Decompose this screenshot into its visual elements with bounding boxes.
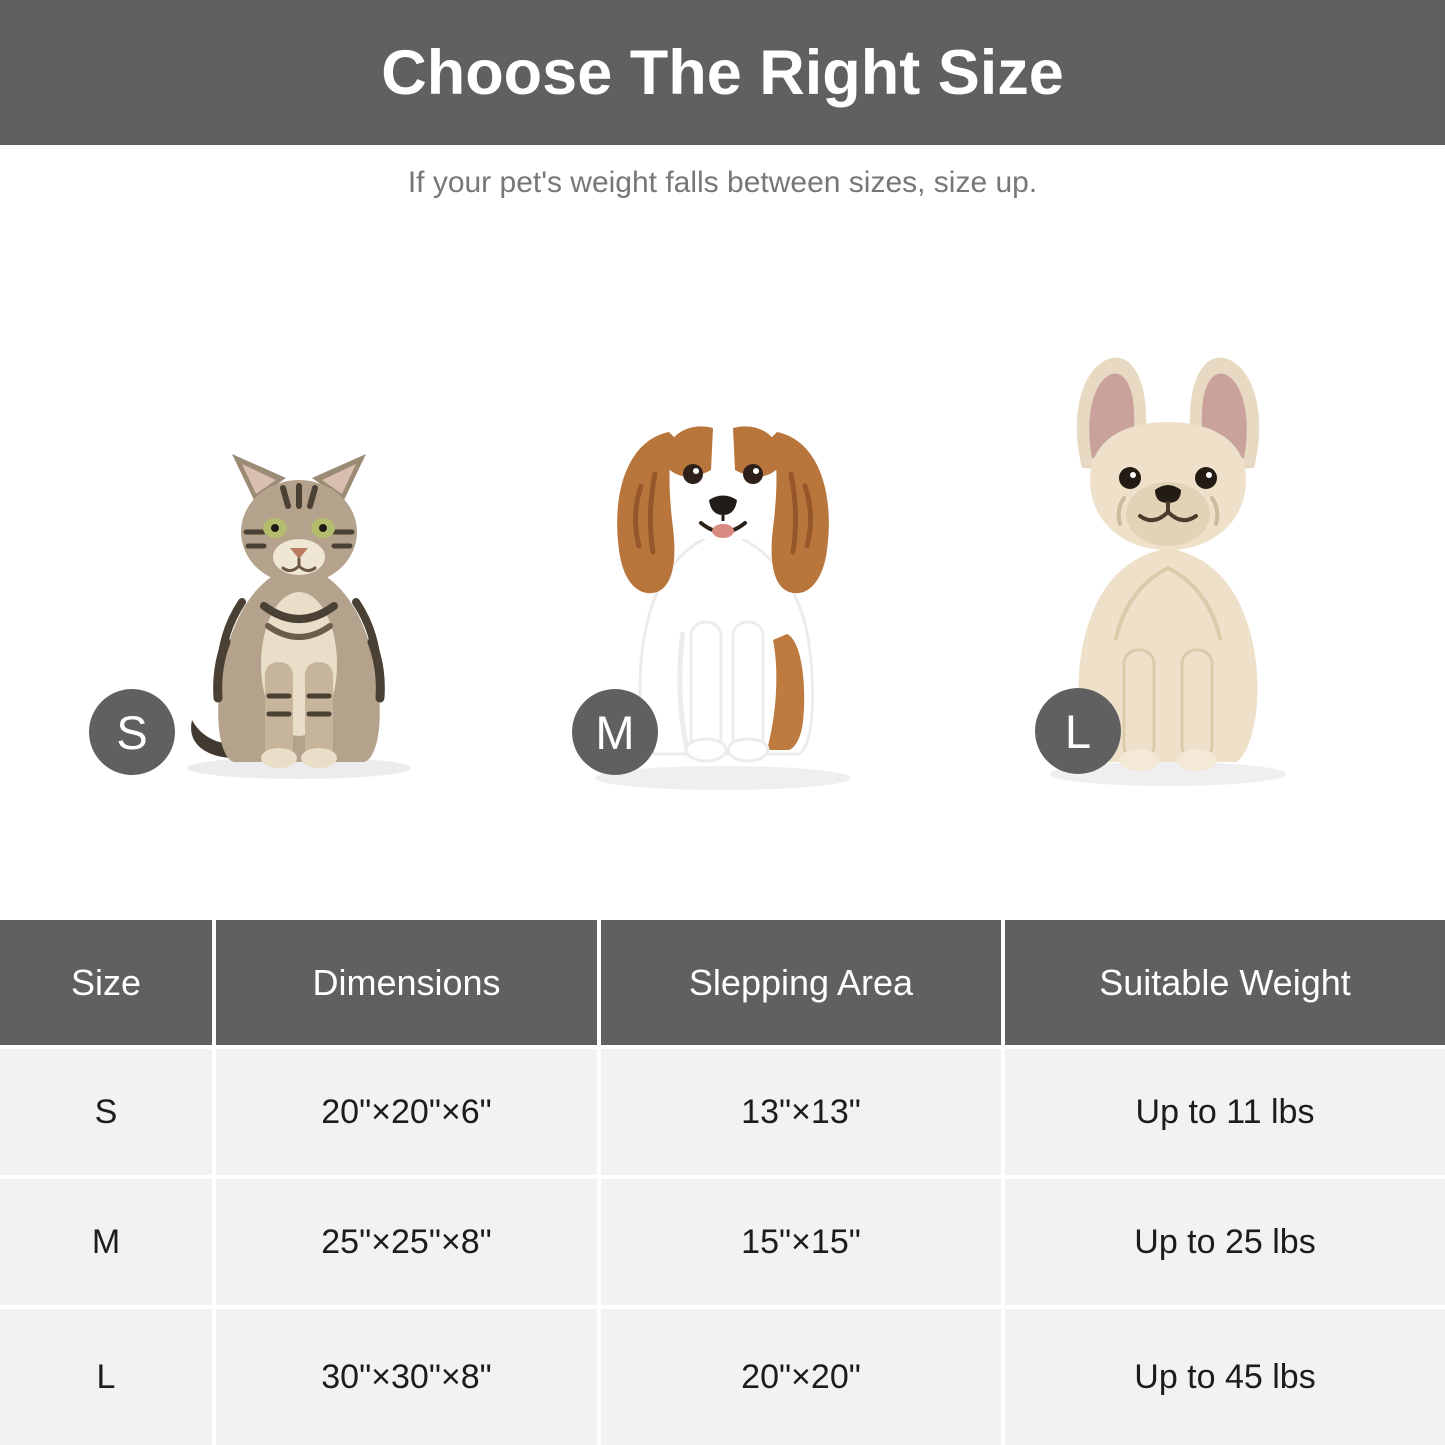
- size-badge-l: L: [1035, 688, 1121, 774]
- cell-l-size: L: [0, 1309, 212, 1445]
- cavalier-spaniel-image: [563, 382, 883, 792]
- column-header-sleeping-area: Slepping Area: [601, 920, 1001, 1045]
- bulldog-illustration-icon: [1050, 357, 1286, 786]
- column-header-suitable-weight: Suitable Weight: [1005, 920, 1445, 1045]
- cell-l-weight: Up to 45 lbs: [1005, 1309, 1445, 1445]
- cell-s-weight: Up to 11 lbs: [1005, 1049, 1445, 1175]
- column-header-dimensions: Dimensions: [216, 920, 597, 1045]
- french-bulldog-image: [1018, 350, 1318, 790]
- page-title: Choose The Right Size: [381, 37, 1064, 108]
- size-table: Size Dimensions Slepping Area Suitable W…: [0, 920, 1445, 1445]
- cell-s-sleeping-area: 13"×13": [601, 1049, 1001, 1175]
- column-header-size: Size: [0, 920, 212, 1045]
- size-badge-s: S: [89, 689, 175, 775]
- cell-l-dimensions: 30"×30"×8": [216, 1309, 597, 1445]
- size-badge-m: M: [572, 689, 658, 775]
- spaniel-illustration-icon: [595, 422, 851, 790]
- cell-m-dimensions: 25"×25"×8": [216, 1179, 597, 1305]
- cat-image: [168, 452, 430, 782]
- subtitle: If your pet's weight falls between sizes…: [407, 166, 1038, 199]
- header-banner: Choose The Right Size: [0, 0, 1445, 145]
- cell-l-sleeping-area: 20"×20": [601, 1309, 1001, 1445]
- cell-m-size: M: [0, 1179, 212, 1305]
- cat-illustration-icon: [187, 454, 411, 779]
- cell-s-size: S: [0, 1049, 212, 1175]
- cell-m-sleeping-area: 15"×15": [601, 1179, 1001, 1305]
- pets-row: S M L: [89, 350, 1318, 792]
- cell-s-dimensions: 20"×20"×6": [216, 1049, 597, 1175]
- cell-m-weight: Up to 25 lbs: [1005, 1179, 1445, 1305]
